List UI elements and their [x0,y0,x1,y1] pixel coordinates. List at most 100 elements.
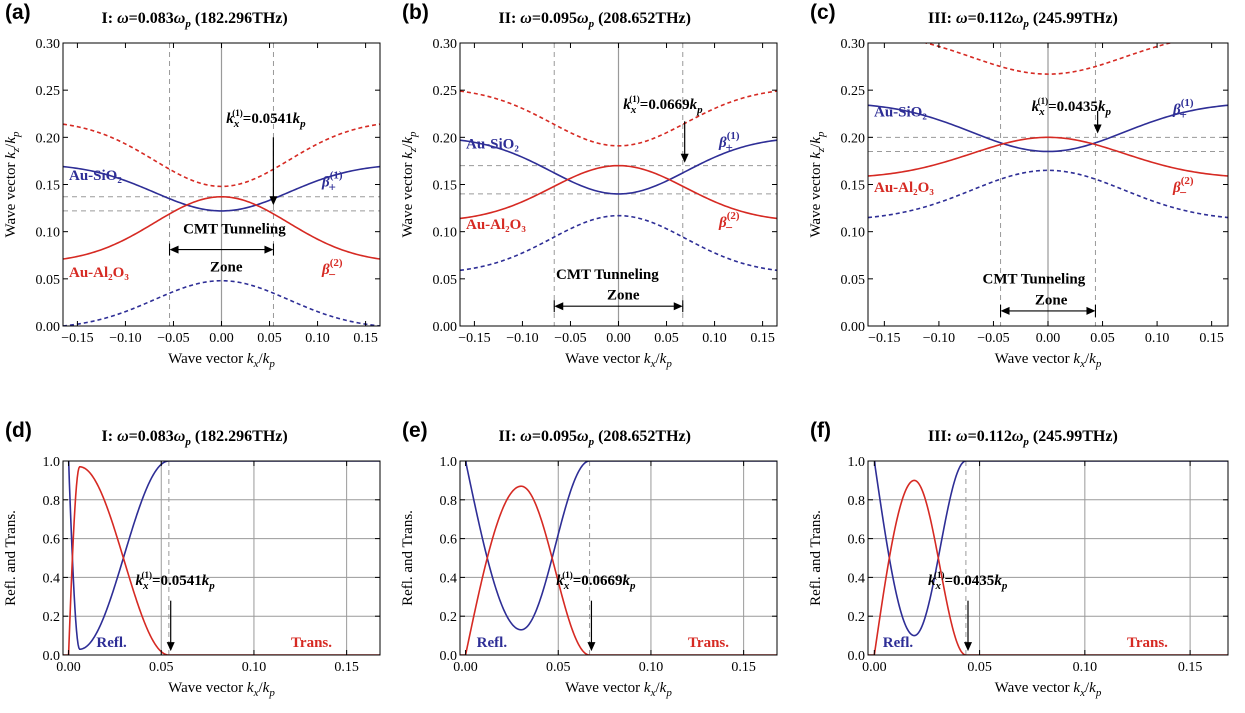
plot-area [868,461,1228,655]
au-sio2-label: Au-SiO₂ [69,168,122,184]
y-tick-label: 0.2 [848,610,866,625]
y-tick-label: 0.20 [433,131,458,146]
x-tick-label: −0.15 [458,331,490,346]
kx-arrow-head [1093,124,1102,134]
x-tick-label: −0.15 [61,331,93,346]
x-axis-label: Wave vector kx/kp [565,351,672,370]
refl-label: Refl. [96,635,127,651]
x-axis-label: Wave vector kx/kp [995,680,1102,699]
y-axis-label: Wave vector kz/kp [808,131,827,238]
panel-label: (b) [402,1,429,24]
y-tick-label: 0.8 [848,494,866,509]
beta-plus-label: β(1) + [321,169,343,194]
y-tick-label: 0.6 [848,533,866,548]
kx-arrow-head [964,642,972,652]
series-1-line [868,136,1228,177]
y-axis-label: Wave vector kz/kp [3,131,22,238]
x-tick-label: 0.10 [242,660,267,675]
y-tick-label: 0.15 [36,179,61,194]
panel-title: I: ω=0.083ωp (182.296THz) [102,428,288,448]
y-tick-label: 0.20 [36,131,61,146]
au-al2o3-label: Au-Al₂O₃ [874,180,934,196]
au-al2o3-label: Au-Al₂O₃ [466,217,526,233]
plot-area [63,461,380,655]
kx-annotation: kx(1)=0.0541kp [135,570,215,592]
y-tick-label: 0.4 [848,571,866,586]
plot-frame [867,460,1229,656]
x-axis-label: Wave vector kx/kp [168,680,275,699]
x-tick-label: −0.05 [554,331,586,346]
series-2-line [63,123,380,188]
panel-f: (f) III: ω=0.112ωp (245.99THz) 0.00 0.05 0.1… [808,419,1229,699]
refl-label: Refl. [883,635,914,651]
x-tick-label: 0.05 [546,660,571,675]
kx-annotation: kx(1)=0.0669kp [556,570,636,592]
x-tick-label: 0.15 [731,660,756,675]
series-1-line [63,195,380,260]
cmt-zone-arrow-right-head [264,245,274,254]
y-tick-label: 0.00 [36,320,61,335]
plot-area [460,43,777,326]
x-tick-label: 0.10 [1073,660,1098,675]
y-tick-label: 0.00 [433,320,458,335]
x-tick-label: −0.10 [506,331,538,346]
refl-line [873,461,1228,637]
panel-title: III: ω=0.112ωp (245.99THz) [928,428,1118,448]
y-tick-label: 0.20 [841,131,866,146]
zone-label: Zone [607,288,640,304]
x-tick-label: 0.10 [1145,331,1170,346]
trans-line [868,479,1228,655]
cmt-zone-arrow-left-head [169,245,179,254]
y-tick-label: 0.4 [440,571,458,586]
beta-minus-label: β(2) − [321,257,343,282]
y-tick-label: 0.30 [841,37,866,52]
x-tick-label: 0.00 [209,331,234,346]
x-tick-label: 0.10 [702,331,727,346]
y-tick-label: 0.25 [36,84,61,99]
y-tick-label: 0.0 [43,649,61,664]
x-tick-label: −0.05 [157,331,189,346]
x-tick-label: 0.00 [56,660,81,675]
series-3-line [460,214,777,272]
series-2-line [460,90,777,147]
trans-label: Trans. [1127,635,1168,651]
cmt-zone-arrow-right-head [1086,306,1096,315]
panel-title: II: ω=0.095ωp (208.652THz) [499,10,691,30]
panel-label: (e) [402,419,428,442]
plot-frame [62,460,381,656]
y-tick-label: 1.0 [440,455,458,470]
zone-label: Zone [210,259,243,275]
y-tick-label: 1.0 [848,455,866,470]
cmt-zone-arrow-left-head [1000,306,1010,315]
panel-label: (c) [810,1,836,24]
beta-plus-label: β(1) + [718,130,740,155]
y-tick-label: 0.00 [841,320,866,335]
plot-area [868,43,1228,326]
kx-arrow-head [587,642,596,652]
kx-annotation: kx(1)=0.0435kp [928,570,1008,592]
y-axis-label: Refl. and Trans. [400,510,416,606]
y-tick-label: 0.15 [433,179,458,194]
cmt-label: CMT Tunneling [556,267,659,283]
y-axis-label: Refl. and Trans. [3,510,19,606]
y-tick-label: 0.2 [43,610,61,625]
cmt-zone-arrow-left-head [554,302,564,311]
trans-label: Trans. [688,635,729,651]
kx-arrow-head [269,196,278,206]
x-tick-label: 0.05 [1090,331,1115,346]
y-tick-label: 1.0 [43,455,61,470]
panel-label: (a) [5,1,31,24]
x-tick-label: 0.10 [305,331,330,346]
y-axis-label: Refl. and Trans. [808,510,824,606]
kx-annotation: kx(1)=0.0541kp [226,108,306,130]
panel-a: (a) I: ω=0.083ωp (182.296THz) −0.15 −0.10 −0… [3,1,381,370]
y-tick-label: 0.30 [36,37,61,52]
cmt-label: CMT Tunneling [983,272,1086,288]
panel-title: III: ω=0.112ωp (245.99THz) [928,10,1118,30]
trans-label: Trans. [291,635,332,651]
x-tick-label: 0.00 [606,331,631,346]
x-tick-label: 0.05 [654,331,679,346]
panel-d: (d) I: ω=0.083ωp (182.296THz) 0.00 0.05 0.10… [3,419,381,699]
